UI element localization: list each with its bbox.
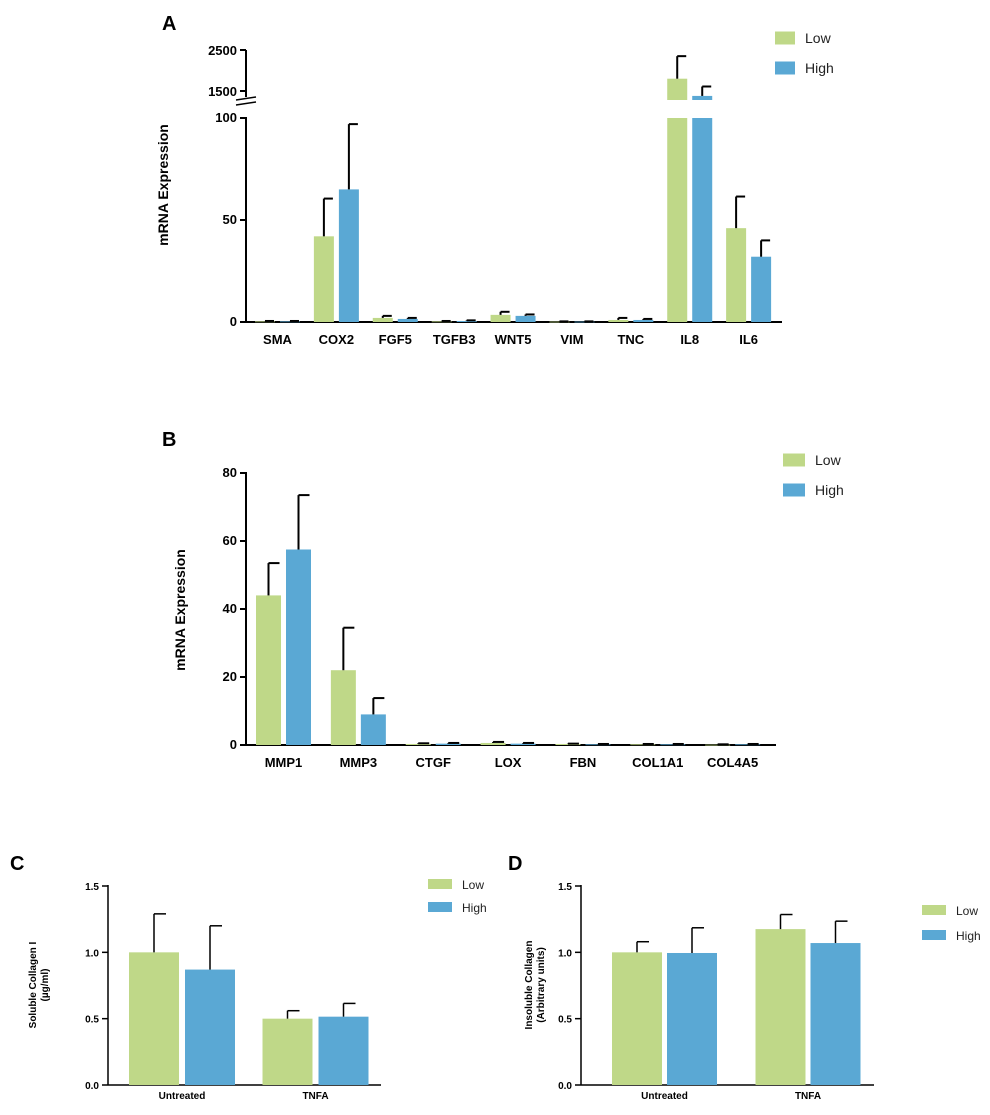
panel-c-y-tick-label: 0.0: [85, 1081, 99, 1092]
panel-label-b: B: [162, 429, 176, 451]
panel-b-bar-low-mmp3: [330, 670, 356, 745]
panel-a-category-label: COX2: [319, 332, 354, 347]
panel-b-bar-high-ctgf: [435, 743, 461, 745]
panel-a-bar-high-cox2: [338, 189, 359, 322]
panel-a-bar-high-wnt5: [515, 315, 536, 322]
panel-a-bar-low-tnc: [608, 319, 629, 322]
panel-c-y-tick-label: 1.0: [85, 948, 99, 959]
panel-b-category-label: MMP3: [340, 755, 378, 770]
panel-a-bar-upper-high-il8: [692, 95, 713, 100]
panel-b-y-tick-label: 60: [223, 533, 237, 548]
panel-label-d: D: [508, 853, 522, 875]
panel-a-category-label: TGFB3: [433, 332, 476, 347]
panel-d-legend-label: Low: [956, 904, 978, 918]
panel-a-category-label: FGF5: [379, 332, 412, 347]
panel-a-legend-label: Low: [805, 30, 832, 46]
panel-a-category-label: SMA: [263, 332, 293, 347]
panel-b-category-label: COL1A1: [632, 755, 683, 770]
panel-c-category-label: TNFA: [302, 1091, 328, 1102]
panel-d-y-tick-label: 1.5: [558, 882, 572, 893]
panel-label-a: A: [162, 13, 176, 35]
panel-c-category-label: Untreated: [159, 1091, 206, 1102]
panel-b-legend-swatch-high: [783, 483, 805, 497]
panel-b-category-label: CTGF: [416, 755, 451, 770]
panel-a-bar-low-il6: [726, 228, 747, 322]
panel-c-bar-low-untreated: [129, 952, 179, 1085]
panel-d-y-tick-label: 0.0: [558, 1081, 572, 1092]
panel-a-legend-label: High: [805, 60, 834, 76]
panel-b-bar-high-mmp1: [286, 549, 311, 745]
panel-a-bar-high-tnc: [633, 319, 654, 322]
panel-a-bar-low-fgf5: [372, 317, 393, 322]
panel-a-bar-high-il6: [751, 256, 772, 322]
panel-d-bar-high-tnfa: [810, 943, 861, 1085]
panel-b-bar-low-mmp1: [256, 595, 281, 745]
panel-d-legend-label: High: [956, 929, 981, 943]
panel-a-axis-break-mark: [235, 96, 257, 101]
panel-b-bar-high-lox: [510, 743, 536, 745]
panel-d-bar-low-untreated: [612, 952, 662, 1085]
panel-b-category-label: FBN: [570, 755, 597, 770]
panel-a-bar-high-fgf5: [397, 318, 418, 322]
panel-d-category-label: Untreated: [641, 1091, 688, 1102]
panel-b-y-axis-title: mRNA Expression: [172, 549, 188, 671]
panel-c-y-tick-label: 1.5: [85, 882, 99, 893]
panel-b-bar-low-lox: [480, 742, 506, 745]
panel-b-bar-low-ctgf: [405, 743, 431, 745]
panel-b-legend-label: Low: [815, 452, 842, 468]
panel-a-category-label: IL6: [739, 332, 758, 347]
panel-a-category-label: IL8: [680, 332, 699, 347]
panel-a-bar-high-il8: [692, 118, 713, 322]
panel-a-category-label: VIM: [560, 332, 583, 347]
panel-a-category-label: WNT5: [495, 332, 532, 347]
panel-d-bar-low-tnfa: [755, 929, 806, 1085]
panel-a-legend-swatch-low: [775, 31, 795, 45]
panel-b-bar-high-mmp3: [360, 714, 386, 745]
panel-d-category-label: TNFA: [795, 1091, 821, 1102]
panel-a-bar-low-cox2: [313, 236, 334, 322]
panel-c-bar-low-tnfa: [262, 1018, 313, 1085]
panel-b-category-label: COL4A5: [707, 755, 758, 770]
panel-a-bar-high-tgfb3: [456, 320, 477, 322]
panel-b-y-tick-label: 40: [223, 601, 237, 616]
panel-c-y-tick-label: 0.5: [85, 1015, 99, 1026]
panel-b-y-tick-label: 0: [230, 737, 237, 752]
panel-b-y-tick-label: 80: [223, 465, 237, 480]
panel-a-bar-low-il8: [667, 118, 688, 322]
panel-d-y-tick-label: 1.0: [558, 948, 572, 959]
panel-c-legend-label: High: [462, 901, 487, 915]
panel-a-upper-y-tick-label: 1500: [208, 84, 237, 99]
panel-a-category-label: TNC: [617, 332, 644, 347]
panel-a-y-tick-label: 0: [230, 314, 237, 329]
panel-c-y-axis-title: (µg/ml): [40, 969, 51, 1002]
panel-a-y-tick-label: 50: [223, 212, 237, 227]
panel-d-y-axis-title: (Arbitrary units): [536, 947, 547, 1023]
panel-a-axis-break-mark: [235, 101, 257, 106]
panel-a-bar-upper-low-il8: [667, 78, 688, 100]
panel-b-legend-label: High: [815, 482, 844, 498]
panel-d-legend-swatch-low: [922, 905, 946, 915]
panel-a-upper-y-tick-label: 2500: [208, 43, 237, 58]
panel-c-bar-high-tnfa: [318, 1016, 369, 1085]
panel-d-legend-swatch-high: [922, 930, 946, 940]
panel-d-y-axis-title: Insoluble Collagen: [524, 941, 535, 1030]
panel-c-bar-high-untreated: [185, 969, 235, 1085]
panel-d-y-tick-label: 0.5: [558, 1015, 572, 1026]
panel-a-y-axis-title: mRNA Expression: [155, 124, 171, 246]
panel-a-bar-low-wnt5: [490, 314, 511, 322]
panel-d-bar-high-untreated: [667, 952, 717, 1085]
panel-b-y-tick-label: 20: [223, 669, 237, 684]
panel-c-legend-label: Low: [462, 878, 484, 892]
panel-b-category-label: MMP1: [265, 755, 303, 770]
panel-b-legend-swatch-low: [783, 453, 805, 467]
panel-a-y-tick-label: 100: [215, 110, 237, 125]
panel-c-legend-swatch-low: [428, 879, 452, 889]
panel-a-legend-swatch-high: [775, 61, 795, 75]
panel-b-category-label: LOX: [495, 755, 522, 770]
panel-c-legend-swatch-high: [428, 902, 452, 912]
panel-label-c: C: [10, 853, 24, 875]
panel-c-y-axis-title: Soluble Collagen I: [28, 941, 39, 1028]
